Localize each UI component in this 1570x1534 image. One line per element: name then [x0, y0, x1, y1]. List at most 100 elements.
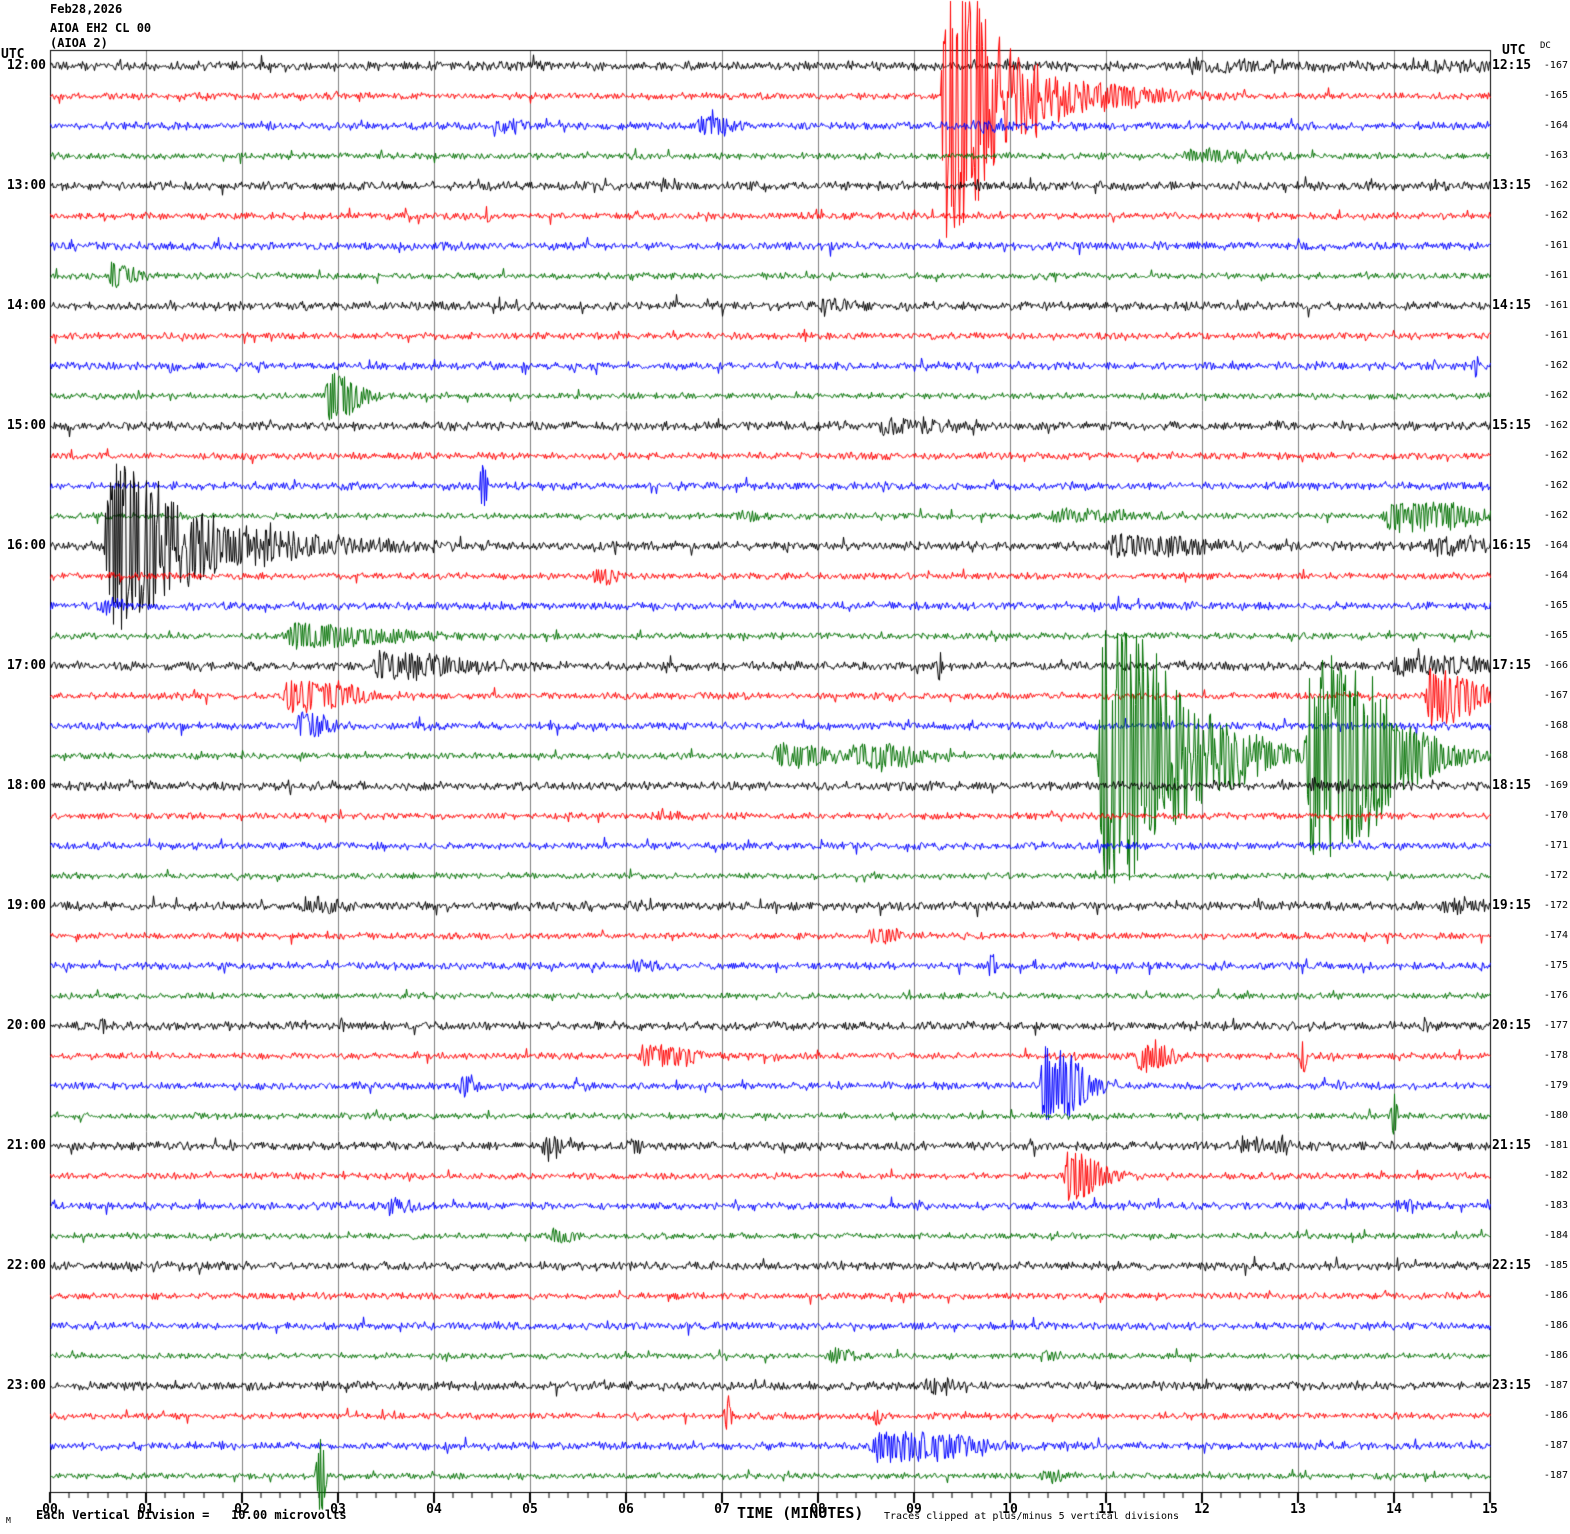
- dc-value: -164: [1543, 540, 1568, 551]
- dc-value: -164: [1543, 120, 1568, 131]
- dc-value: -172: [1543, 870, 1568, 881]
- dc-value: -170: [1543, 810, 1568, 821]
- right-time-label: 13:15: [1492, 178, 1532, 193]
- x-tick-label: 04: [426, 1502, 442, 1517]
- left-time-label: 21:00: [6, 1138, 46, 1153]
- left-time-label: 20:00: [6, 1018, 46, 1033]
- x-tick-label: 15: [1482, 1502, 1498, 1517]
- x-tick-label: 09: [906, 1502, 922, 1517]
- dc-value: -174: [1543, 930, 1568, 941]
- dc-value: -179: [1543, 1080, 1568, 1091]
- dc-value: -165: [1543, 630, 1568, 641]
- dc-value: -177: [1543, 1020, 1568, 1031]
- x-tick-label: 14: [1386, 1502, 1402, 1517]
- dc-value: -163: [1543, 150, 1568, 161]
- dc-value: -162: [1543, 390, 1568, 401]
- left-time-label: 16:00: [6, 538, 46, 553]
- dc-value: -162: [1543, 450, 1568, 461]
- x-tick-label: 10: [1002, 1502, 1018, 1517]
- dc-value: -168: [1543, 720, 1568, 731]
- x-tick-label: 01: [138, 1502, 154, 1517]
- x-tick-label: 05: [522, 1502, 538, 1517]
- dc-value: -172: [1543, 900, 1568, 911]
- dc-value: -161: [1543, 330, 1568, 341]
- utc-label-left: UTC: [1, 47, 25, 62]
- right-time-label: 21:15: [1492, 1138, 1532, 1153]
- dc-value: -165: [1543, 600, 1568, 611]
- dc-value: -164: [1543, 570, 1568, 581]
- dc-value: -187: [1543, 1470, 1568, 1481]
- header-channel: AIOA EH2 CL 00: [50, 21, 152, 35]
- left-time-label: 23:00: [6, 1378, 46, 1393]
- left-time-label: 12:00: [6, 58, 46, 73]
- utc-label-right: UTC: [1502, 43, 1526, 58]
- x-tick-label: 00: [42, 1502, 58, 1517]
- dc-value: -165: [1543, 90, 1568, 101]
- header-date: Feb28,2026: [50, 2, 123, 16]
- right-time-label: 17:15: [1492, 658, 1532, 673]
- dc-value: -162: [1543, 360, 1568, 371]
- dc-value: -187: [1543, 1380, 1568, 1391]
- dc-value: -175: [1543, 960, 1568, 971]
- dc-value: -168: [1543, 750, 1568, 761]
- left-time-label: 13:00: [6, 178, 46, 193]
- dc-value: -176: [1543, 990, 1568, 1001]
- dc-value: -169: [1543, 780, 1568, 791]
- x-tick-label: 06: [618, 1502, 634, 1517]
- dc-value: -162: [1543, 210, 1568, 221]
- x-tick-label: 12: [1194, 1502, 1210, 1517]
- dc-value: -178: [1543, 1050, 1568, 1061]
- dc-value: -161: [1543, 240, 1568, 251]
- right-time-label: 16:15: [1492, 538, 1532, 553]
- x-tick-label: 08: [810, 1502, 826, 1517]
- dc-value: -161: [1543, 270, 1568, 281]
- dc-value: -162: [1543, 180, 1568, 191]
- dc-value: -187: [1543, 1440, 1568, 1451]
- scale-note-prefix: M: [6, 1516, 11, 1525]
- scale-note: Each Vertical Division = 10.00 microvolt…: [36, 1508, 347, 1522]
- dc-value: -181: [1543, 1140, 1568, 1151]
- header-station: (AIOA 2): [50, 36, 108, 50]
- dc-value: -184: [1543, 1230, 1568, 1241]
- dc-value: -167: [1543, 60, 1568, 71]
- dc-value: -162: [1543, 510, 1568, 521]
- x-tick-label: 13: [1290, 1502, 1306, 1517]
- x-tick-label: 11: [1098, 1502, 1114, 1517]
- dc-value: -167: [1543, 690, 1568, 701]
- dc-column-header: DC: [1540, 41, 1551, 51]
- left-time-label: 17:00: [6, 658, 46, 673]
- dc-value: -162: [1543, 480, 1568, 491]
- dc-value: -186: [1543, 1320, 1568, 1331]
- left-time-label: 18:00: [6, 778, 46, 793]
- dc-value: -186: [1543, 1290, 1568, 1301]
- left-time-label: 19:00: [6, 898, 46, 913]
- dc-value: -166: [1543, 660, 1568, 671]
- right-time-label: 12:15: [1492, 58, 1532, 73]
- right-time-label: 18:15: [1492, 778, 1532, 793]
- right-time-label: 15:15: [1492, 418, 1532, 433]
- x-axis-title: TIME (MINUTES): [737, 1504, 864, 1522]
- right-time-label: 23:15: [1492, 1378, 1532, 1393]
- dc-value: -162: [1543, 420, 1568, 431]
- x-tick-label: 02: [234, 1502, 250, 1517]
- right-time-label: 22:15: [1492, 1258, 1532, 1273]
- left-time-label: 14:00: [6, 298, 46, 313]
- dc-value: -161: [1543, 300, 1568, 311]
- clip-note: Traces clipped at plus/minus 5 vertical …: [884, 1511, 1180, 1522]
- dc-value: -186: [1543, 1410, 1568, 1421]
- left-time-label: 22:00: [6, 1258, 46, 1273]
- x-tick-label: 03: [330, 1502, 346, 1517]
- dc-value: -182: [1543, 1170, 1568, 1181]
- right-time-label: 20:15: [1492, 1018, 1532, 1033]
- dc-value: -183: [1543, 1200, 1568, 1211]
- dc-value: -186: [1543, 1350, 1568, 1361]
- right-time-label: 14:15: [1492, 298, 1532, 313]
- x-tick-label: 07: [714, 1502, 730, 1517]
- right-time-label: 19:15: [1492, 898, 1532, 913]
- dc-value: -171: [1543, 840, 1568, 851]
- left-time-label: 15:00: [6, 418, 46, 433]
- dc-value: -185: [1543, 1260, 1568, 1271]
- dc-value: -180: [1543, 1110, 1568, 1121]
